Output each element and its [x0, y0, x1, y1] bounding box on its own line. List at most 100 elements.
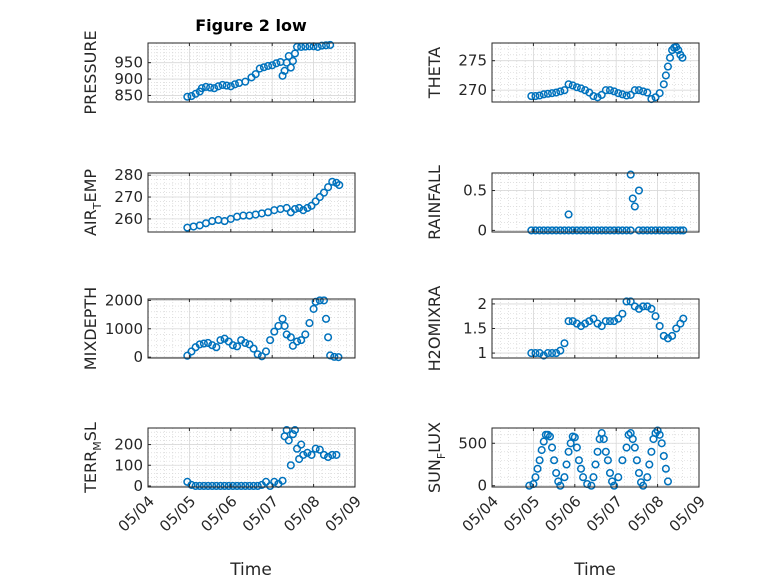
data-point	[601, 86, 610, 95]
data-point	[628, 194, 637, 203]
data-point	[245, 481, 254, 491]
y-axis-label: MIXDEPTH	[81, 287, 100, 370]
data-point	[183, 92, 192, 101]
data-point	[543, 349, 552, 358]
data-point	[585, 226, 594, 235]
data-point	[295, 455, 304, 464]
data-point	[187, 480, 196, 489]
data-point	[543, 89, 552, 98]
data-point	[645, 460, 654, 469]
data-point	[297, 42, 306, 51]
y-axis-label: RAINFALL	[425, 165, 444, 240]
data-point	[527, 226, 536, 235]
data-point	[324, 452, 333, 462]
y-tick-label: 2	[477, 295, 487, 313]
data-point	[665, 53, 675, 62]
axes-frame	[147, 427, 356, 488]
y-tick-label: 850	[114, 86, 143, 104]
y-tick-label: 260	[114, 210, 143, 228]
y-tick-label: 1.5	[463, 320, 487, 338]
data-point	[655, 226, 664, 235]
data-point	[326, 351, 335, 360]
data-point	[278, 314, 287, 323]
data-point	[651, 312, 660, 321]
data-point	[264, 61, 273, 70]
data-point	[195, 481, 204, 491]
data-point	[216, 336, 225, 345]
y-axis-label-main: RAINFALL	[425, 165, 444, 240]
data-point	[564, 226, 573, 235]
data-point	[531, 92, 540, 101]
data-point	[311, 444, 320, 453]
data-point	[253, 481, 262, 491]
subplot-5: 0 1000 2000 MIXDEPTH	[81, 287, 356, 370]
data-point	[292, 337, 302, 346]
data-point	[672, 324, 681, 333]
x-axis-label-right: Time	[573, 560, 616, 580]
data-point	[297, 336, 306, 345]
y-axis-label: TERRMSL	[81, 422, 104, 494]
data-point	[663, 226, 673, 235]
data-point	[299, 450, 308, 459]
data-point	[301, 330, 310, 339]
data-point	[319, 296, 329, 305]
data-point	[543, 226, 552, 235]
data-point	[187, 347, 196, 356]
data-point	[552, 88, 561, 97]
data-point	[539, 90, 548, 99]
data-point	[634, 304, 644, 313]
y-tick-label: 280	[114, 166, 143, 184]
data-point	[589, 314, 598, 323]
data-point	[576, 226, 586, 235]
data-point	[603, 456, 612, 465]
data-point	[218, 80, 227, 90]
data-point	[206, 83, 215, 92]
plot-area	[492, 173, 699, 232]
y-tick-label: 950	[114, 54, 143, 72]
data-point	[307, 201, 316, 210]
data-point	[657, 439, 666, 448]
data-point	[589, 92, 598, 101]
data-point	[319, 450, 329, 459]
data-point	[630, 202, 639, 211]
y-axis-label: SUNFLUX	[425, 422, 448, 493]
y-tick-label: 0	[477, 221, 487, 239]
data-point	[552, 349, 561, 358]
axes-frame	[491, 427, 700, 488]
data-point	[647, 226, 656, 235]
data-point	[678, 53, 687, 62]
data-point	[311, 197, 320, 206]
data-point	[195, 340, 204, 349]
x-axis-label-left: Time	[229, 560, 272, 580]
data-point	[531, 349, 540, 358]
data-point	[655, 321, 664, 331]
data-point	[334, 353, 343, 362]
data-point	[634, 186, 644, 195]
data-point	[562, 460, 571, 469]
data-point	[328, 177, 337, 186]
data-point	[597, 226, 606, 235]
data-point	[330, 352, 339, 361]
data-point	[661, 71, 670, 80]
data-point	[593, 447, 602, 456]
data-point	[226, 82, 235, 91]
data-point	[224, 481, 233, 491]
data-point	[618, 309, 627, 318]
data-point	[643, 473, 652, 482]
plot-area	[148, 428, 355, 487]
data-point	[245, 340, 254, 349]
data-point	[315, 445, 324, 454]
data-point	[630, 443, 639, 452]
data-point	[579, 473, 588, 482]
data-point	[601, 447, 610, 456]
data-point	[618, 456, 627, 465]
y-tick-label: 500	[458, 434, 487, 452]
data-point	[614, 473, 623, 482]
data-point	[257, 352, 266, 361]
data-point	[261, 347, 271, 356]
plot-area	[492, 428, 699, 487]
data-point	[309, 304, 318, 313]
data-point	[608, 477, 617, 486]
data-point	[203, 481, 213, 491]
